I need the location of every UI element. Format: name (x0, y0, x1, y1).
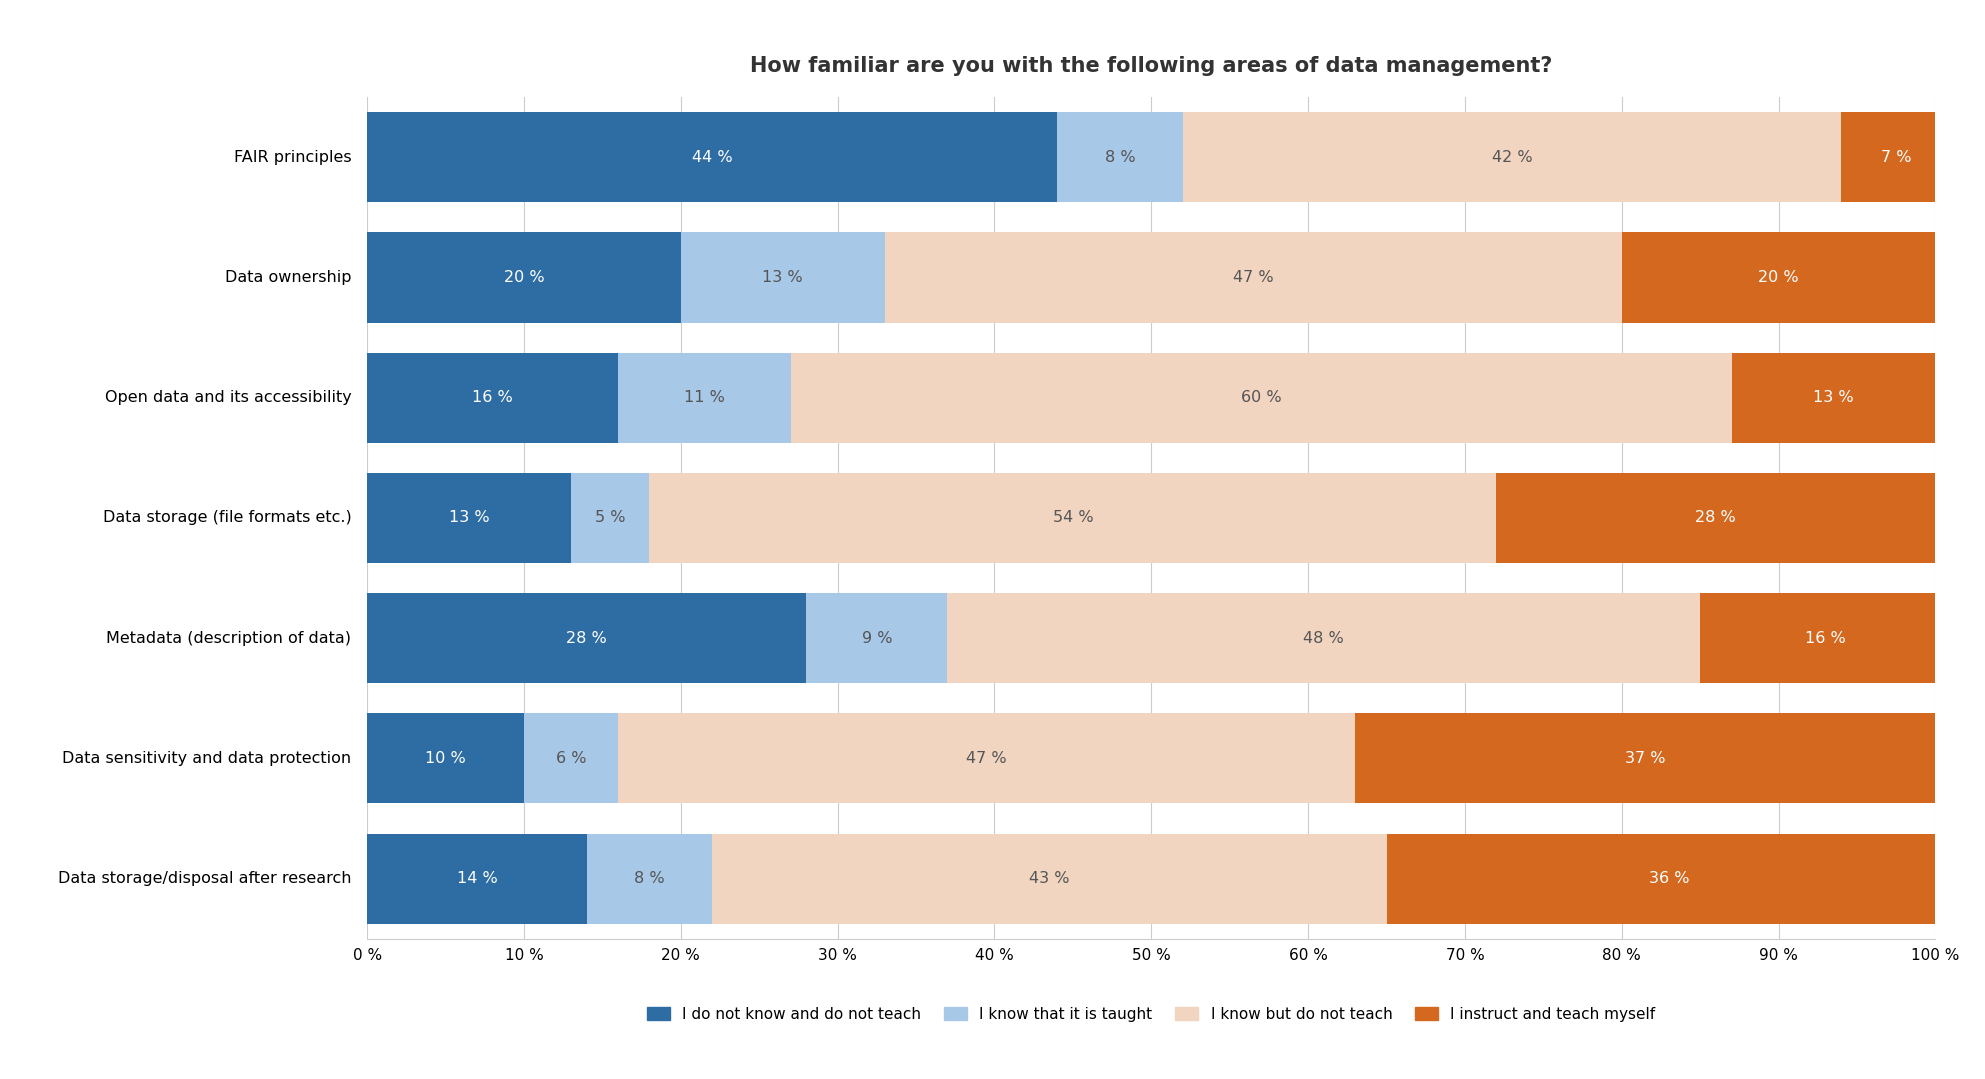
Title: How familiar are you with the following areas of data management?: How familiar are you with the following … (750, 56, 1552, 77)
Text: 16 %: 16 % (1804, 630, 1846, 645)
Bar (1497, 473, 1935, 563)
Text: 47 %: 47 % (967, 751, 1006, 766)
Text: 43 %: 43 % (1028, 871, 1070, 886)
Bar (617, 353, 790, 442)
Bar (947, 593, 1701, 683)
Bar (806, 593, 947, 683)
Text: 13 %: 13 % (1812, 391, 1854, 406)
Text: 16 %: 16 % (472, 391, 512, 406)
Text: 44 %: 44 % (693, 150, 732, 165)
Bar (885, 232, 1622, 323)
Bar (367, 593, 806, 683)
Bar (1058, 112, 1183, 203)
Text: 20 %: 20 % (504, 270, 544, 285)
Bar (1731, 353, 1935, 442)
Text: 60 %: 60 % (1241, 391, 1282, 406)
Text: 47 %: 47 % (1233, 270, 1274, 285)
Bar (367, 473, 572, 563)
Bar (681, 232, 885, 323)
Text: 10 %: 10 % (425, 751, 466, 766)
Text: 8 %: 8 % (1104, 150, 1135, 165)
Bar (367, 112, 1058, 203)
Text: 36 %: 36 % (1648, 871, 1689, 886)
Bar (1388, 833, 1951, 924)
Text: 14 %: 14 % (457, 871, 498, 886)
Bar (572, 473, 649, 563)
Bar (1622, 232, 1935, 323)
Bar (588, 833, 713, 924)
Text: 37 %: 37 % (1626, 751, 1665, 766)
Text: 11 %: 11 % (685, 391, 725, 406)
Bar (1701, 593, 1951, 683)
Text: 48 %: 48 % (1304, 630, 1344, 645)
Bar (1183, 112, 1842, 203)
Text: 13 %: 13 % (762, 270, 804, 285)
Bar (649, 473, 1497, 563)
Bar (367, 353, 617, 442)
Bar (367, 713, 524, 804)
Text: 42 %: 42 % (1491, 150, 1532, 165)
Bar (1842, 112, 1951, 203)
Text: 7 %: 7 % (1882, 150, 1912, 165)
Bar (617, 713, 1356, 804)
Text: 20 %: 20 % (1759, 270, 1798, 285)
Bar (1356, 713, 1935, 804)
Text: 54 %: 54 % (1052, 510, 1094, 525)
Text: 9 %: 9 % (861, 630, 891, 645)
Text: 8 %: 8 % (633, 871, 665, 886)
Text: 5 %: 5 % (596, 510, 625, 525)
Text: 28 %: 28 % (566, 630, 607, 645)
Text: 28 %: 28 % (1695, 510, 1737, 525)
Text: 6 %: 6 % (556, 751, 586, 766)
Bar (524, 713, 617, 804)
Bar (367, 232, 681, 323)
Text: 13 %: 13 % (449, 510, 490, 525)
Bar (790, 353, 1731, 442)
Legend: I do not know and do not teach, I know that it is taught, I know but do not teac: I do not know and do not teach, I know t… (641, 1000, 1661, 1028)
Bar (367, 833, 588, 924)
Bar (713, 833, 1388, 924)
